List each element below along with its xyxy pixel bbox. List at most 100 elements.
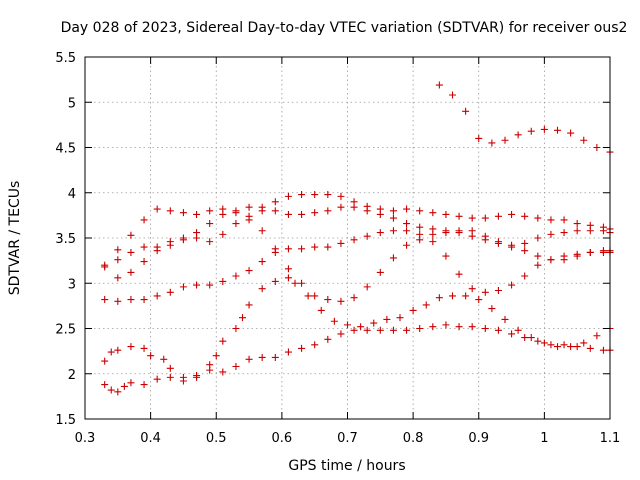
data-point bbox=[193, 281, 201, 289]
data-point bbox=[337, 192, 345, 200]
data-point bbox=[363, 326, 371, 334]
data-point bbox=[232, 272, 240, 280]
data-point bbox=[219, 277, 227, 285]
series-trace-a bbox=[435, 81, 614, 156]
data-point bbox=[101, 381, 109, 389]
data-point bbox=[521, 247, 529, 255]
data-point bbox=[153, 247, 161, 255]
data-point bbox=[127, 268, 135, 276]
data-point bbox=[271, 353, 279, 361]
data-point bbox=[101, 357, 109, 365]
data-point bbox=[449, 91, 456, 99]
data-point bbox=[376, 326, 384, 334]
data-point bbox=[140, 243, 148, 251]
data-point bbox=[462, 107, 470, 115]
data-point bbox=[534, 234, 542, 242]
data-point bbox=[508, 281, 516, 289]
data-point bbox=[153, 205, 161, 213]
data-point bbox=[521, 212, 529, 220]
data-point bbox=[324, 296, 332, 304]
data-point bbox=[435, 294, 443, 302]
data-point bbox=[527, 334, 535, 342]
data-point bbox=[114, 388, 122, 396]
data-point bbox=[179, 283, 187, 291]
data-point bbox=[206, 220, 214, 228]
data-point bbox=[560, 229, 568, 237]
data-point bbox=[468, 214, 476, 222]
data-point bbox=[403, 205, 411, 213]
data-point bbox=[166, 207, 174, 215]
data-point bbox=[350, 203, 358, 211]
data-point bbox=[140, 344, 148, 352]
data-point bbox=[206, 366, 214, 374]
x-tick-label: 0.4 bbox=[140, 431, 161, 446]
data-point bbox=[547, 256, 555, 264]
data-point bbox=[350, 294, 358, 302]
data-point bbox=[311, 209, 319, 217]
data-point bbox=[442, 210, 450, 218]
data-point bbox=[337, 330, 345, 338]
data-point bbox=[193, 210, 201, 218]
data-point bbox=[560, 216, 568, 224]
data-point bbox=[337, 239, 345, 247]
data-point bbox=[455, 212, 463, 220]
data-point bbox=[429, 209, 437, 217]
data-point bbox=[284, 245, 292, 253]
data-point bbox=[449, 292, 456, 300]
y-tick-label: 4.5 bbox=[55, 142, 76, 157]
y-tick-label: 5.5 bbox=[55, 51, 76, 66]
series-trace-g bbox=[101, 321, 614, 396]
data-point bbox=[166, 364, 174, 372]
data-point bbox=[481, 214, 489, 222]
series-trace-c bbox=[101, 203, 614, 271]
data-point bbox=[337, 203, 345, 211]
data-point bbox=[527, 127, 535, 135]
data-point bbox=[114, 346, 122, 354]
data-point bbox=[206, 238, 214, 246]
data-point bbox=[376, 229, 384, 237]
data-point bbox=[258, 353, 266, 361]
data-point bbox=[101, 263, 109, 271]
data-point bbox=[573, 227, 581, 235]
data-point bbox=[547, 230, 555, 238]
data-point bbox=[599, 346, 607, 354]
data-point bbox=[101, 296, 109, 304]
y-tick-label: 2.5 bbox=[55, 323, 76, 338]
y-tick-label: 4 bbox=[68, 187, 76, 202]
data-point bbox=[166, 288, 174, 296]
data-point bbox=[540, 125, 548, 133]
data-point bbox=[311, 341, 319, 349]
data-point bbox=[298, 210, 306, 218]
data-point bbox=[140, 216, 148, 224]
data-point bbox=[147, 352, 155, 360]
data-point bbox=[416, 207, 424, 215]
x-tick-label: 0.5 bbox=[206, 431, 227, 446]
data-point bbox=[389, 254, 397, 262]
x-axis-label: GPS time / hours bbox=[288, 458, 405, 474]
data-point bbox=[258, 203, 266, 211]
series-trace-e bbox=[101, 227, 614, 305]
data-point bbox=[363, 232, 371, 240]
data-point bbox=[403, 227, 411, 235]
data-point bbox=[429, 323, 437, 331]
data-point bbox=[389, 207, 397, 215]
data-point bbox=[311, 243, 319, 251]
x-tick-label: 0.8 bbox=[403, 431, 424, 446]
data-point bbox=[573, 343, 581, 351]
data-point bbox=[383, 315, 391, 323]
data-point bbox=[403, 241, 411, 249]
data-point bbox=[127, 248, 135, 256]
data-point bbox=[140, 296, 148, 304]
series-trace-f bbox=[101, 274, 614, 381]
data-point bbox=[324, 335, 332, 343]
data-point bbox=[107, 386, 115, 394]
data-point bbox=[153, 375, 161, 383]
data-point bbox=[291, 279, 299, 287]
data-point bbox=[494, 212, 502, 220]
data-point bbox=[107, 348, 115, 356]
data-point bbox=[317, 306, 325, 314]
data-point bbox=[599, 248, 607, 256]
data-point bbox=[501, 136, 509, 144]
data-point bbox=[442, 321, 450, 329]
data-point bbox=[567, 129, 575, 137]
